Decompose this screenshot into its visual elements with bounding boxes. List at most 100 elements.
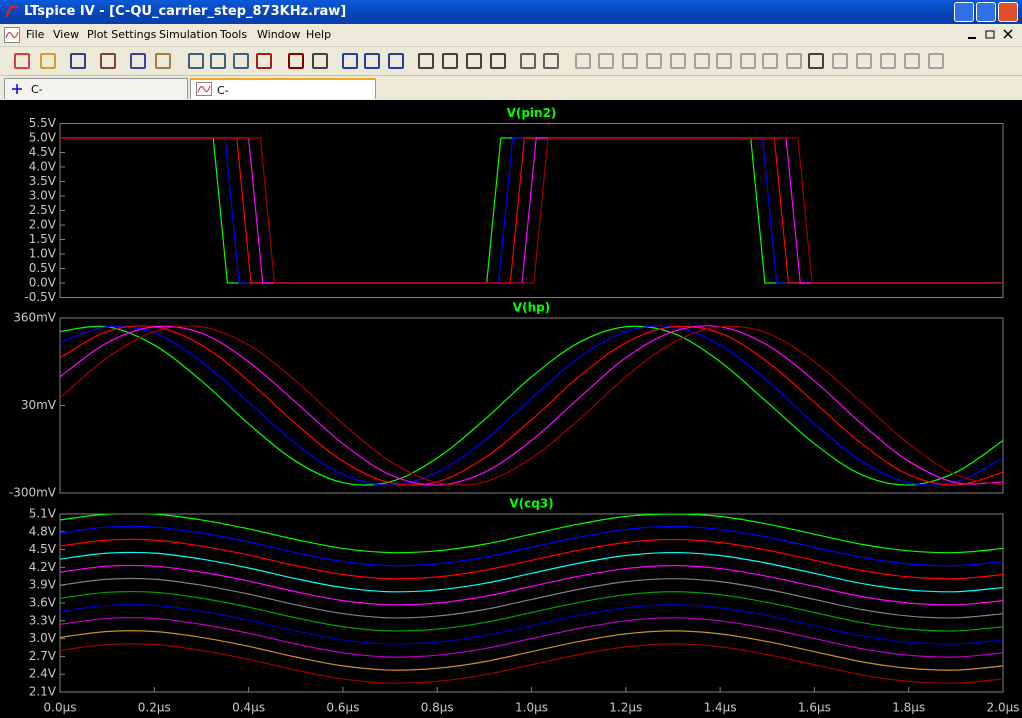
toolbar-button[interactable] bbox=[70, 53, 86, 69]
toolbar bbox=[0, 47, 1022, 76]
toolbar-button[interactable] bbox=[856, 53, 872, 69]
toolbar-button[interactable] bbox=[716, 53, 732, 69]
y-tick-label: 4.2V bbox=[29, 560, 57, 574]
toolbar-button[interactable] bbox=[188, 53, 204, 69]
toolbar-button[interactable] bbox=[210, 53, 226, 69]
toolbar-button[interactable] bbox=[312, 53, 328, 69]
doc-icon bbox=[4, 27, 20, 43]
menu-item[interactable]: View bbox=[53, 28, 80, 41]
trace bbox=[60, 325, 1003, 486]
trace bbox=[60, 590, 1003, 632]
toolbar-button[interactable] bbox=[880, 53, 896, 69]
toolbar-button[interactable] bbox=[100, 53, 116, 69]
trace bbox=[60, 538, 1003, 580]
y-tick-label: -300mV bbox=[9, 486, 57, 500]
menu-bar: File View Plot Settings Simulation Tools… bbox=[0, 24, 1022, 47]
minimize-button[interactable] bbox=[954, 2, 974, 22]
toolbar-button[interactable] bbox=[646, 53, 662, 69]
trace bbox=[60, 630, 1003, 671]
traces bbox=[60, 137, 1003, 284]
toolbar-button[interactable] bbox=[928, 53, 944, 69]
toolbar-button[interactable] bbox=[762, 53, 778, 69]
toolbar-button[interactable] bbox=[256, 53, 272, 69]
toolbar-button[interactable] bbox=[670, 53, 686, 69]
toolbar-button[interactable] bbox=[233, 53, 249, 69]
toolbar-button[interactable] bbox=[418, 53, 434, 69]
y-tick-label: 1.0V bbox=[29, 247, 57, 261]
menu-item[interactable]: File bbox=[26, 28, 45, 41]
trace bbox=[60, 643, 1003, 684]
trace bbox=[60, 325, 1003, 486]
y-tick-label: 3.0V bbox=[29, 631, 57, 645]
toolbar-button[interactable] bbox=[490, 53, 506, 69]
mdi-buttons[interactable] bbox=[966, 28, 1016, 42]
y-tick-label: 5.5V bbox=[29, 116, 57, 130]
tab-active[interactable]: C-QU_carrier_step_873KHz.raw bbox=[190, 78, 376, 118]
y-tick-label: 2.0V bbox=[29, 218, 57, 232]
tab[interactable]: C-QU_carrier_step_873KHz.asc bbox=[4, 78, 188, 117]
toolbar-button[interactable] bbox=[832, 53, 848, 69]
trace bbox=[60, 137, 1003, 284]
toolbar-button[interactable] bbox=[904, 53, 920, 69]
waveform-icon bbox=[196, 82, 212, 96]
app-icon bbox=[4, 5, 18, 18]
trace bbox=[60, 325, 1003, 486]
toolbar-button[interactable] bbox=[694, 53, 710, 69]
toolbar-button[interactable] bbox=[288, 53, 304, 69]
y-tick-label: 4.0V bbox=[29, 160, 57, 174]
toolbar-button[interactable] bbox=[130, 53, 146, 69]
x-tick-label: 1.2µs bbox=[609, 701, 642, 715]
y-tick-label: 2.7V bbox=[29, 649, 57, 663]
menu-item[interactable]: Tools bbox=[220, 28, 248, 41]
toolbar-button[interactable] bbox=[364, 53, 380, 69]
toolbar-button[interactable] bbox=[466, 53, 482, 69]
close-button[interactable] bbox=[998, 2, 1018, 22]
x-tick-label: 0.0µs bbox=[44, 701, 77, 715]
menu-item[interactable]: Plot Settings bbox=[87, 28, 157, 41]
y-tick-label: 3.9V bbox=[29, 578, 57, 592]
menu-item[interactable]: Window bbox=[257, 28, 301, 41]
toolbar-button[interactable] bbox=[598, 53, 614, 69]
pane-title: V(hp) bbox=[513, 301, 550, 315]
traces bbox=[60, 514, 1003, 684]
y-tick-label: 5.1V bbox=[29, 507, 57, 521]
toolbar-button[interactable] bbox=[808, 53, 824, 69]
toolbar-button[interactable] bbox=[155, 53, 171, 69]
x-tick-label: 0.8µs bbox=[421, 701, 454, 715]
y-tick-label: 4.5V bbox=[29, 145, 57, 159]
y-tick-label: -0.5V bbox=[24, 290, 56, 304]
y-tick-label: 0.0V bbox=[29, 276, 57, 290]
y-tick-label: 2.4V bbox=[29, 667, 57, 681]
toolbar-button[interactable] bbox=[543, 53, 559, 69]
toolbar-button[interactable] bbox=[575, 53, 591, 69]
window-title: LTspice IV - [C-QU_carrier_step_873KHz.r… bbox=[24, 4, 347, 19]
toolbar-button[interactable] bbox=[740, 53, 756, 69]
pane-title: V(cq3) bbox=[509, 497, 553, 511]
toolbar-button[interactable] bbox=[520, 53, 536, 69]
trace bbox=[60, 604, 1003, 645]
trace bbox=[60, 137, 1003, 284]
toolbar-button[interactable] bbox=[40, 53, 56, 69]
toolbar-button[interactable] bbox=[786, 53, 802, 69]
trace bbox=[60, 551, 1003, 593]
restore-button[interactable] bbox=[976, 2, 996, 22]
x-tick-label: 2.0µs bbox=[987, 701, 1020, 715]
y-tick-label: 3.5V bbox=[29, 174, 57, 188]
x-tick-label: 0.2µs bbox=[138, 701, 171, 715]
toolbar-button[interactable] bbox=[442, 53, 458, 69]
y-tick-label: 2.1V bbox=[29, 685, 57, 699]
menu-item[interactable]: Help bbox=[306, 28, 332, 41]
trace bbox=[60, 577, 1003, 619]
x-tick-label: 1.0µs bbox=[515, 701, 548, 715]
x-tick-label: 1.6µs bbox=[798, 701, 831, 715]
toolbar-button[interactable] bbox=[14, 53, 30, 69]
menu-item[interactable]: Simulation bbox=[159, 28, 218, 41]
toolbar-button[interactable] bbox=[622, 53, 638, 69]
x-tick-label: 0.4µs bbox=[232, 701, 265, 715]
pane-title: V(pin2) bbox=[507, 106, 557, 120]
toolbar-button[interactable] bbox=[388, 53, 404, 69]
toolbar-button[interactable] bbox=[342, 53, 358, 69]
tab-bar: C-QU_carrier_step_873KHz.asc C-QU_carrie… bbox=[0, 76, 1022, 118]
